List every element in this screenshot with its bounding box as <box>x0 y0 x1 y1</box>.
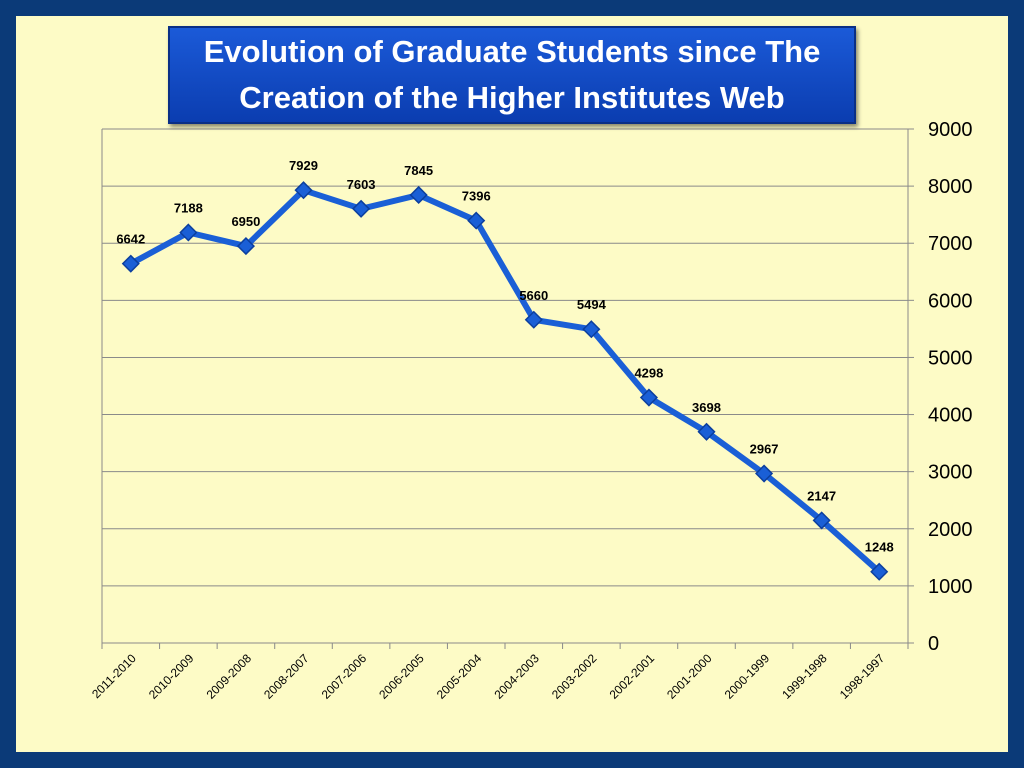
x-tick-label: 2003-2002 <box>549 651 600 702</box>
data-label: 7929 <box>289 158 318 173</box>
axes <box>101 128 914 649</box>
data-label: 6642 <box>116 232 145 247</box>
data-point-marker <box>179 223 198 242</box>
data-label: 4298 <box>634 366 663 381</box>
data-point-marker <box>524 310 543 329</box>
data-point-marker <box>870 562 889 581</box>
x-tick-label: 2009-2008 <box>204 651 255 702</box>
data-point-marker <box>697 422 716 441</box>
x-tick-label: 2002-2001 <box>607 651 658 702</box>
data-label: 7188 <box>174 200 203 215</box>
data-label: 2967 <box>750 442 779 457</box>
data-point-marker <box>236 237 255 256</box>
x-tick-label: 2011-2010 <box>89 651 139 701</box>
data-point-marker <box>352 199 371 218</box>
x-tick-label: 1998-1997 <box>837 651 888 702</box>
y-axis-ticks: 0 1000 2000 3000 4000 5000 6000 7000 8000 9000 <box>928 119 973 655</box>
y-tick-label: 4000 <box>928 405 973 427</box>
chart-title: Evolution of Graduate Students since The… <box>168 26 856 124</box>
data-label: 5660 <box>519 288 548 303</box>
y-tick-label: 0 <box>928 633 939 655</box>
data-point-marker <box>755 464 774 483</box>
x-tick-label: 2000-1999 <box>722 651 773 702</box>
data-label: 5494 <box>577 297 607 312</box>
series-line <box>127 187 883 575</box>
data-markers <box>121 181 889 581</box>
x-tick-label: 2008-2007 <box>261 651 312 702</box>
data-label: 7603 <box>347 177 376 192</box>
x-tick-label: 2004-2003 <box>491 651 542 702</box>
data-point-marker <box>639 388 658 407</box>
data-label: 6950 <box>231 214 260 229</box>
y-tick-label: 6000 <box>928 290 973 312</box>
x-tick-label: 2006-2005 <box>376 651 427 702</box>
x-tick-label: 2010-2009 <box>146 651 197 702</box>
x-tick-label: 2007-2006 <box>319 651 370 702</box>
data-point-marker <box>294 181 313 200</box>
x-axis-ticks: 2011-2010 2010-2009 2009-2008 2008-2007 2007… <box>89 651 888 702</box>
y-tick-label: 5000 <box>928 347 973 369</box>
x-tick-label: 1999-1998 <box>779 651 830 702</box>
data-labels: 6642 7188 6950 7929 7603 7845 7396 5660 5494 4298… <box>116 158 893 555</box>
x-tick-label: 2001-2000 <box>664 651 715 702</box>
series-polyline <box>127 187 883 575</box>
data-point-marker <box>582 320 601 339</box>
y-tick-label: 2000 <box>928 519 973 541</box>
data-label: 2147 <box>807 488 836 503</box>
data-point-marker <box>812 511 831 530</box>
y-tick-label: 8000 <box>928 176 973 198</box>
data-label: 7845 <box>404 163 433 178</box>
data-label: 7396 <box>462 189 491 204</box>
y-tick-label: 1000 <box>928 576 973 598</box>
y-tick-label: 9000 <box>928 119 973 141</box>
gridlines <box>102 128 908 644</box>
x-tick-label: 2005-2004 <box>434 651 485 702</box>
y-tick-label: 3000 <box>928 462 973 484</box>
y-tick-label: 7000 <box>928 233 973 255</box>
slide-background <box>16 16 1008 752</box>
data-label: 3698 <box>692 400 721 415</box>
data-point-marker <box>121 254 140 273</box>
data-point-marker <box>409 185 428 205</box>
data-point-marker <box>467 211 486 230</box>
data-label: 1248 <box>865 540 894 555</box>
